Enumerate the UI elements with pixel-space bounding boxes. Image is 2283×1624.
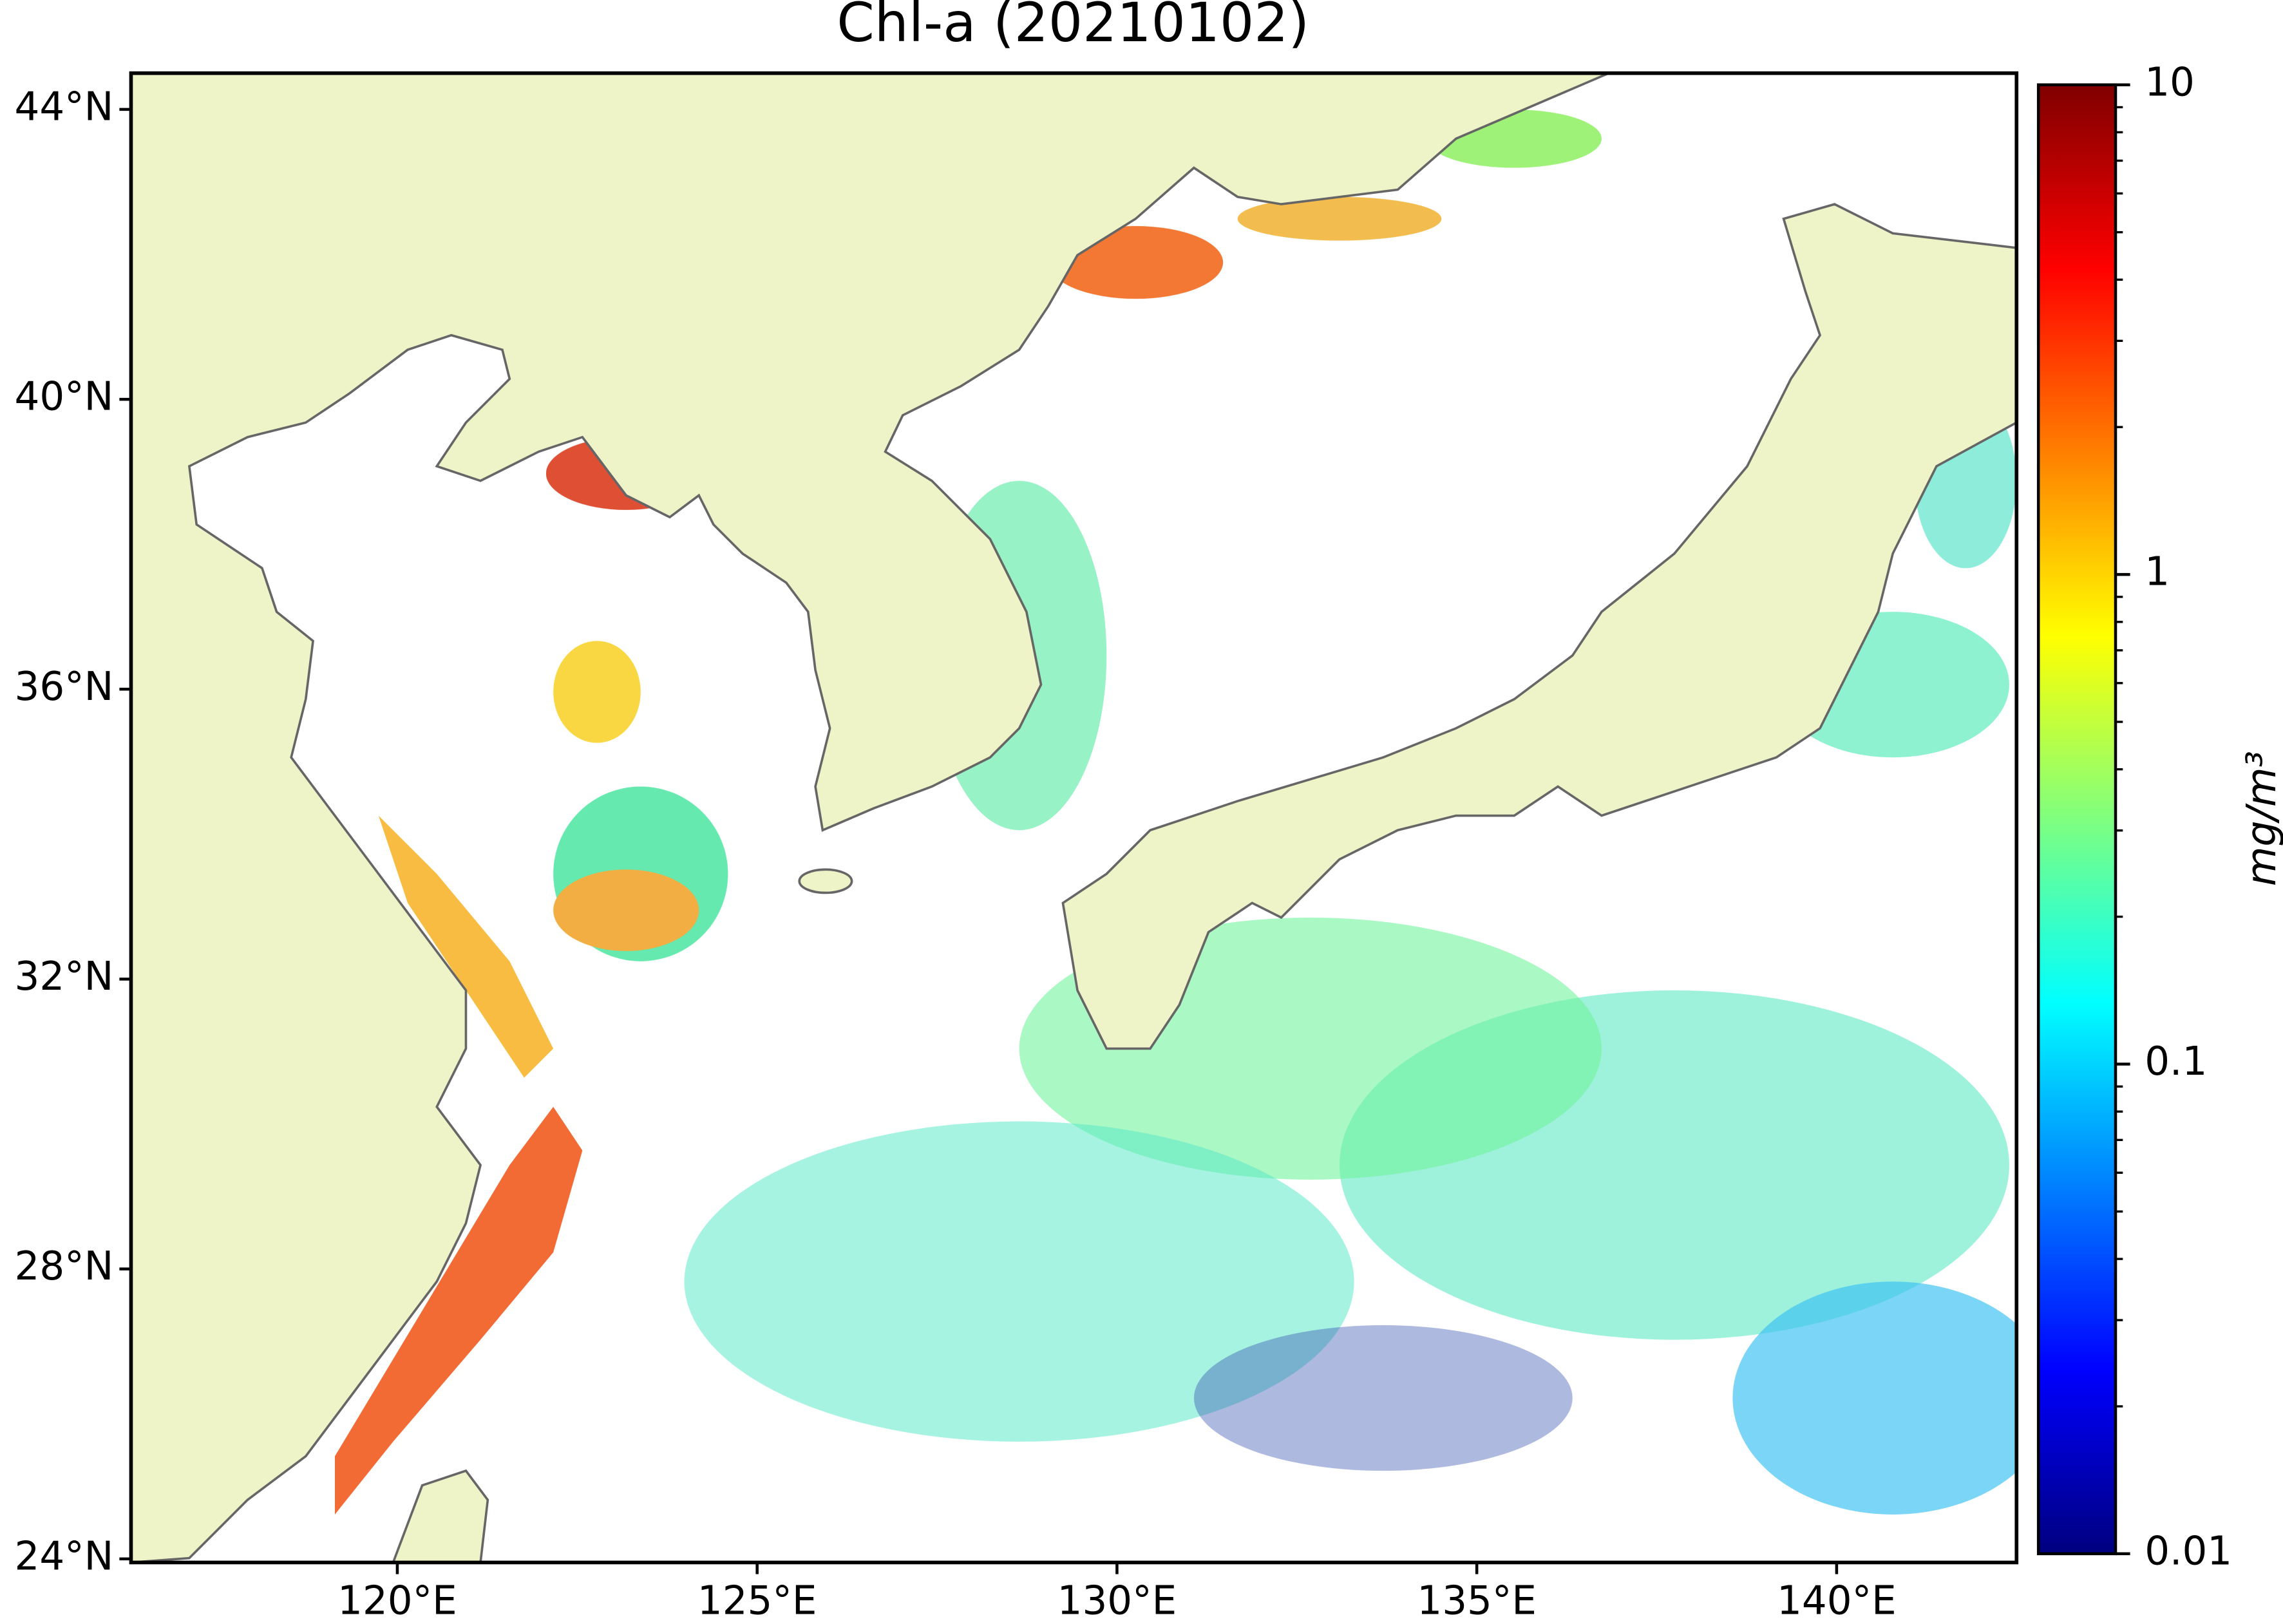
chl-patch [378,815,554,1078]
y-tick-label: 40°N [15,374,114,420]
y-tick-label: 24°N [15,1533,114,1579]
chl-patch [1732,1281,2017,1515]
colorbar-label: mg/m³ [2237,751,2283,886]
x-tick-label: 135°E [1417,1578,1537,1623]
land-japan [1061,203,2017,1050]
land-taiwan [392,1469,489,1563]
chl-patch [334,1106,583,1515]
chl-patch [684,1121,1354,1442]
map-area [131,73,2017,1563]
chl-patch [553,869,699,951]
y-tick-label: 32°N [15,954,114,999]
y-tick-label: 28°N [15,1243,114,1289]
land-continent [131,73,1609,1563]
land-jeju [798,868,853,894]
chl-patch [1237,196,1442,241]
colorbar-tick-label: 0.1 [2145,1039,2207,1084]
colorbar-tick-label: 0.01 [2145,1528,2232,1574]
colorbar [2036,83,2117,1556]
x-tick-label: 120°E [337,1578,457,1623]
chl-patch [553,641,641,743]
y-tick-label: 44°N [15,84,114,129]
colorbar-tick-label: 10 [2145,59,2195,105]
x-tick-label: 140°E [1777,1578,1897,1623]
map-frame [129,71,2019,1565]
chart-title: Chl-a (20210102) [837,0,1309,54]
colorbar-tick-label: 1 [2145,549,2170,595]
x-tick-label: 130°E [1057,1578,1177,1623]
chl-patch [1193,1325,1573,1471]
x-tick-label: 125°E [697,1578,817,1623]
y-tick-label: 36°N [15,664,114,710]
